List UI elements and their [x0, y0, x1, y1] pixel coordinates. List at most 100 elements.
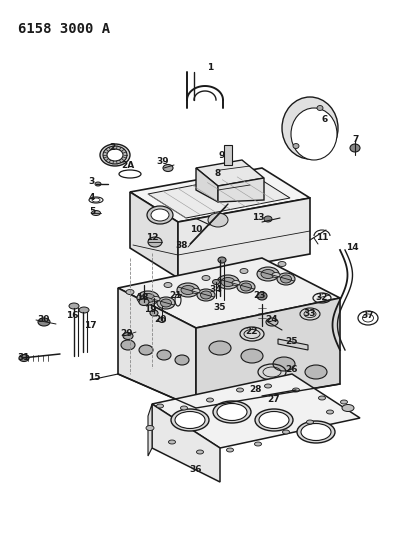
Ellipse shape — [216, 403, 246, 421]
Ellipse shape — [191, 288, 200, 294]
Ellipse shape — [326, 410, 333, 414]
Ellipse shape — [281, 97, 337, 159]
Ellipse shape — [164, 282, 172, 287]
Text: 24: 24 — [265, 316, 278, 325]
Ellipse shape — [280, 275, 291, 283]
Ellipse shape — [151, 209, 169, 221]
Ellipse shape — [202, 276, 209, 280]
Ellipse shape — [300, 424, 330, 440]
Ellipse shape — [95, 182, 101, 186]
Ellipse shape — [263, 216, 271, 222]
Text: 4: 4 — [89, 193, 95, 203]
Ellipse shape — [271, 272, 279, 278]
Text: 23: 23 — [253, 292, 265, 301]
Ellipse shape — [79, 307, 89, 313]
Text: 22: 22 — [245, 327, 258, 336]
Ellipse shape — [306, 420, 313, 424]
Ellipse shape — [231, 280, 239, 286]
Ellipse shape — [226, 448, 233, 452]
Text: 34: 34 — [209, 286, 222, 295]
Ellipse shape — [240, 283, 251, 291]
Ellipse shape — [163, 165, 173, 172]
Ellipse shape — [265, 318, 277, 326]
Ellipse shape — [107, 149, 123, 161]
Text: 33: 33 — [303, 310, 315, 319]
Ellipse shape — [146, 425, 154, 431]
Polygon shape — [178, 198, 309, 278]
Ellipse shape — [254, 409, 292, 431]
Ellipse shape — [157, 350, 171, 360]
Ellipse shape — [148, 237, 162, 247]
Text: 1: 1 — [207, 63, 213, 72]
Ellipse shape — [19, 354, 29, 361]
Text: 30: 30 — [38, 316, 50, 325]
Ellipse shape — [316, 106, 322, 110]
Ellipse shape — [339, 400, 347, 404]
Text: 9: 9 — [218, 150, 225, 159]
Text: 39: 39 — [156, 157, 169, 166]
Ellipse shape — [261, 270, 274, 279]
Ellipse shape — [290, 108, 336, 160]
Ellipse shape — [137, 291, 159, 305]
Ellipse shape — [103, 146, 127, 164]
Ellipse shape — [264, 384, 271, 388]
Text: 27: 27 — [267, 395, 280, 405]
Text: 26: 26 — [285, 366, 297, 375]
Ellipse shape — [292, 143, 298, 149]
Ellipse shape — [158, 318, 165, 322]
Text: 16: 16 — [65, 311, 78, 320]
Bar — [223, 145, 231, 165]
Ellipse shape — [150, 310, 157, 316]
Ellipse shape — [123, 333, 133, 340]
Polygon shape — [118, 258, 339, 328]
Text: 38: 38 — [175, 241, 188, 251]
Text: 13: 13 — [251, 214, 264, 222]
Ellipse shape — [220, 278, 234, 287]
Text: 8: 8 — [214, 169, 220, 179]
Ellipse shape — [304, 365, 326, 379]
Text: 5: 5 — [89, 207, 95, 216]
Ellipse shape — [200, 291, 211, 299]
Ellipse shape — [292, 388, 299, 392]
Ellipse shape — [69, 303, 79, 309]
Ellipse shape — [139, 298, 148, 305]
Ellipse shape — [212, 279, 219, 285]
Ellipse shape — [236, 388, 243, 392]
Ellipse shape — [157, 297, 175, 309]
Ellipse shape — [139, 345, 153, 355]
Ellipse shape — [206, 398, 213, 402]
Polygon shape — [130, 192, 178, 278]
Ellipse shape — [218, 257, 225, 263]
Text: 2A: 2A — [121, 161, 134, 171]
Ellipse shape — [236, 281, 254, 293]
Text: 29: 29 — [120, 329, 133, 338]
Ellipse shape — [254, 442, 261, 446]
Text: 18: 18 — [135, 294, 148, 303]
Polygon shape — [152, 374, 359, 448]
Polygon shape — [277, 339, 307, 350]
Ellipse shape — [180, 286, 195, 295]
Text: 20: 20 — [153, 316, 166, 325]
Polygon shape — [196, 298, 339, 408]
Ellipse shape — [213, 401, 250, 423]
Ellipse shape — [177, 283, 198, 297]
Polygon shape — [218, 178, 263, 202]
Text: 28: 28 — [249, 385, 262, 394]
Ellipse shape — [168, 440, 175, 444]
Ellipse shape — [91, 211, 100, 215]
Ellipse shape — [349, 144, 359, 152]
Text: 2: 2 — [109, 143, 115, 152]
Text: 21: 21 — [169, 292, 182, 301]
Ellipse shape — [209, 341, 230, 355]
Ellipse shape — [256, 292, 266, 300]
Polygon shape — [152, 404, 220, 482]
Polygon shape — [148, 174, 289, 218]
Text: 6: 6 — [321, 116, 327, 125]
Ellipse shape — [156, 404, 163, 408]
Ellipse shape — [277, 262, 285, 266]
Ellipse shape — [171, 409, 209, 431]
Ellipse shape — [141, 294, 155, 303]
Text: 17: 17 — [83, 321, 96, 330]
Ellipse shape — [147, 206, 173, 224]
Text: 10: 10 — [189, 225, 202, 235]
